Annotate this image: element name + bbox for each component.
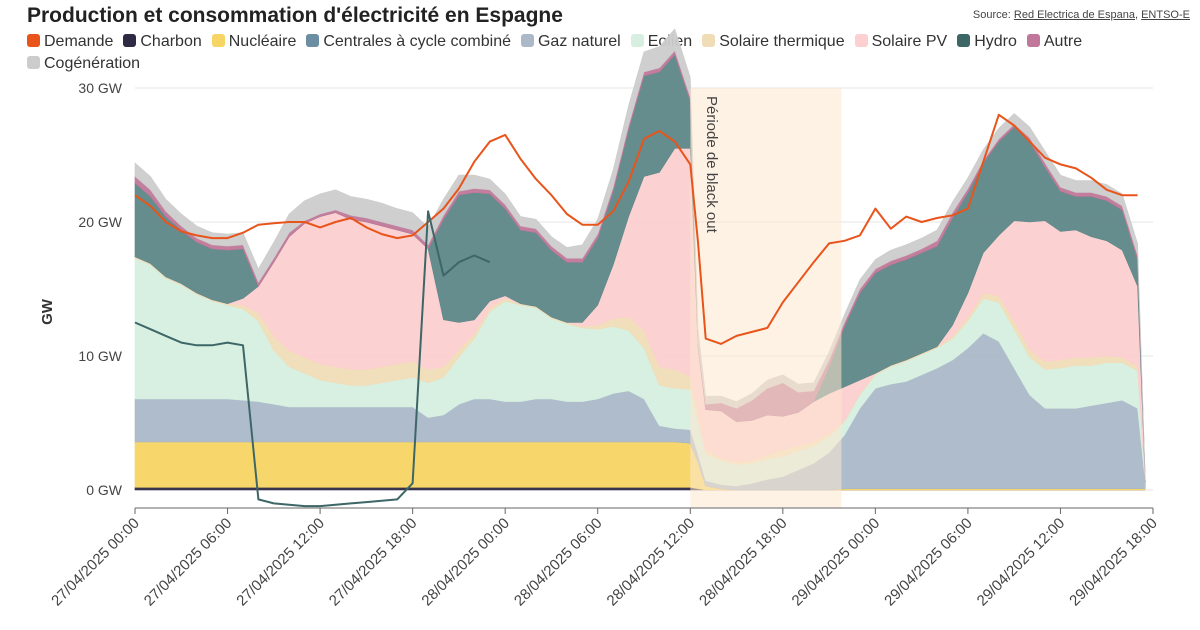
legend-label: Autre <box>1043 33 1083 50</box>
legend-item: Hydro <box>957 31 1017 53</box>
legend-item: Charbon <box>123 31 202 53</box>
source-link-entsoe[interactable]: ENTSO-E <box>1141 9 1190 21</box>
legend-item: Centrales à cycle combiné <box>306 31 511 53</box>
legend-item: Solaire PV <box>854 31 948 53</box>
legend-item: Nucléaire <box>211 31 297 53</box>
x-tick-label: 27/04/2025 18:00 <box>326 515 421 610</box>
y-tick-label: 30 GW <box>78 80 122 96</box>
x-tick-label: 27/04/2025 12:00 <box>233 515 328 610</box>
legend-swatch <box>520 34 534 47</box>
x-tick-label: 28/04/2025 12:00 <box>604 515 699 610</box>
legend-swatch <box>27 34 40 47</box>
x-tick-label: 29/04/2025 06:00 <box>881 515 976 610</box>
legend-swatch <box>1026 34 1040 47</box>
legend-swatch <box>702 34 716 47</box>
legend-item: Solaire thermique <box>702 31 845 53</box>
legend-label: Solaire PV <box>871 33 948 50</box>
x-tick-label: 28/04/2025 00:00 <box>418 515 513 610</box>
legend-label: Solaire thermique <box>719 33 845 50</box>
legend-item: Autre <box>1026 31 1083 53</box>
legend-swatch <box>630 34 644 47</box>
legend-swatch <box>854 34 868 47</box>
x-tick-label: 28/04/2025 18:00 <box>696 515 791 610</box>
legend-label: Centrales à cycle combiné <box>323 33 511 50</box>
area-cog-n-ration <box>134 28 1146 481</box>
y-tick-label: 10 GW <box>78 348 122 364</box>
legend-label: Charbon <box>140 33 202 50</box>
legend-label: Demande <box>44 33 114 50</box>
chart-title: Production et consommation d'électricité… <box>27 4 563 27</box>
legend-swatch <box>27 56 40 69</box>
y-axis-title: GW <box>39 298 56 325</box>
source-link-ree[interactable]: Red Electrica de Espana <box>1013 9 1135 21</box>
source-label: Source: <box>972 9 1011 21</box>
blackout-region <box>690 88 842 508</box>
x-tick-label: 29/04/2025 00:00 <box>789 515 884 610</box>
chart-source: Source: Red Electrica de Espana, ENTSO-E <box>972 9 1190 21</box>
x-tick-label: 28/04/2025 06:00 <box>511 515 606 610</box>
legend-label: Gaz naturel <box>537 33 621 50</box>
blackout-label: Période de black out <box>703 96 720 234</box>
y-tick-label: 0 GW <box>86 482 123 498</box>
y-tick-label: 20 GW <box>78 214 122 230</box>
legend-item: Cogénération <box>27 53 140 75</box>
legend-swatch <box>957 34 971 47</box>
legend-swatch <box>123 34 137 47</box>
legend-swatch <box>211 34 225 47</box>
legend-label: Cogénération <box>44 55 141 72</box>
line-hydro-ligne- <box>134 210 491 508</box>
x-tick-label: 27/04/2025 06:00 <box>141 515 236 610</box>
legend-item: Demande <box>27 31 113 53</box>
legend-label: Nucléaire <box>228 33 297 50</box>
x-tick-label: 27/04/2025 00:00 <box>48 515 143 610</box>
legend-label: Hydro <box>974 33 1017 50</box>
line-demande <box>134 113 1138 345</box>
x-tick-label: 29/04/2025 18:00 <box>1066 515 1161 610</box>
legend-swatch <box>306 34 320 47</box>
legend-item: Gaz naturel <box>520 31 621 53</box>
x-tick-label: 29/04/2025 12:00 <box>974 515 1069 610</box>
chart-legend: Demande Charbon Nucléaire Centrales à cycle… <box>27 31 1127 75</box>
